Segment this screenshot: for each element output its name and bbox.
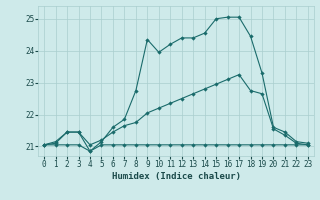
X-axis label: Humidex (Indice chaleur): Humidex (Indice chaleur) — [111, 172, 241, 181]
